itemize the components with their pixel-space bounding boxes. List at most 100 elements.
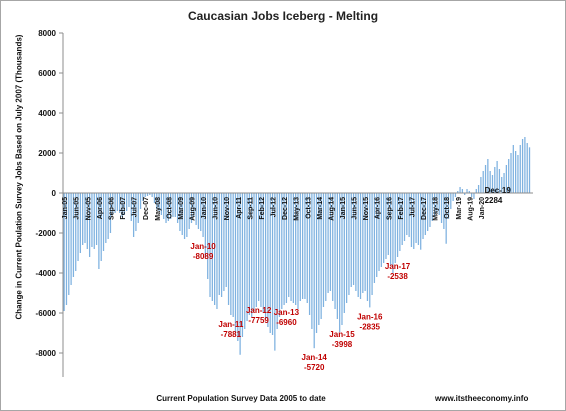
bar	[65, 193, 68, 305]
bar	[79, 193, 81, 253]
bar	[216, 193, 218, 309]
bar	[366, 193, 369, 301]
bar	[401, 193, 403, 245]
bar	[519, 145, 521, 193]
bar	[153, 193, 156, 203]
bar	[505, 165, 508, 193]
bar	[290, 193, 292, 301]
bar	[218, 193, 220, 295]
bar	[160, 193, 163, 215]
bar	[399, 193, 401, 251]
bar	[230, 193, 232, 315]
bar	[436, 193, 438, 213]
x-tick-label: Oct-13	[305, 197, 312, 219]
bar	[466, 189, 468, 193]
bar	[325, 193, 327, 301]
bar	[301, 193, 304, 299]
bar	[452, 193, 454, 201]
bar	[241, 193, 244, 337]
x-tick-label: Nov-10	[224, 197, 231, 220]
bar	[445, 193, 447, 244]
bar	[186, 193, 188, 237]
x-tick-label: Oct-18	[444, 197, 451, 219]
bar	[146, 193, 149, 196]
bar	[369, 193, 371, 308]
bar	[126, 193, 128, 211]
bar	[394, 193, 396, 263]
y-tick-label: 6000	[38, 69, 56, 78]
bar	[72, 193, 75, 277]
bar	[98, 193, 100, 269]
bar	[172, 193, 174, 217]
x-tick-label: Aug-09	[189, 197, 196, 221]
bar	[167, 193, 169, 221]
bar	[93, 193, 95, 249]
bar	[359, 193, 362, 299]
bar	[334, 193, 336, 309]
x-tick-label: Feb-17	[398, 197, 405, 220]
bar	[482, 171, 484, 193]
bar	[464, 193, 466, 195]
bar	[183, 193, 186, 239]
bar	[276, 193, 278, 329]
bar	[422, 193, 424, 239]
bar	[100, 193, 102, 261]
bar	[244, 193, 246, 329]
annotation-month: Jan-16	[357, 312, 383, 321]
bar	[498, 169, 501, 193]
x-tick-label: Oct-08	[166, 197, 173, 219]
bar	[387, 193, 389, 255]
bar	[320, 193, 322, 319]
bar	[142, 193, 144, 201]
bar	[508, 159, 510, 193]
bar	[137, 193, 139, 223]
bar	[348, 193, 350, 295]
bar	[362, 193, 364, 293]
annotation-value: -2538	[387, 272, 408, 281]
bar	[202, 193, 204, 237]
bar	[345, 193, 348, 303]
bar	[352, 193, 355, 285]
annotation-month: Jan-14	[302, 353, 328, 362]
bar	[297, 193, 299, 309]
bar	[112, 193, 114, 215]
bar	[480, 177, 482, 193]
bar	[214, 193, 216, 305]
bar	[109, 193, 112, 233]
bar	[105, 193, 107, 243]
annotation-value: -2835	[360, 322, 381, 331]
bar	[420, 193, 422, 250]
bar	[515, 151, 517, 193]
bar	[329, 193, 332, 291]
x-tick-label: Nov-05	[85, 197, 92, 220]
bar	[181, 193, 183, 235]
bar	[239, 193, 241, 355]
bar	[484, 165, 487, 193]
bar	[248, 193, 251, 315]
bar	[322, 193, 325, 307]
x-tick-label: Feb-07	[120, 197, 127, 220]
bar	[343, 193, 345, 313]
x-tick-label: Jun-05	[74, 197, 81, 220]
bar	[494, 167, 496, 193]
bar	[431, 193, 433, 221]
bar	[197, 193, 200, 229]
x-tick-label: Aug-14	[328, 197, 335, 221]
annotation-month: Dec-19	[485, 186, 512, 195]
bar	[491, 175, 494, 193]
bar	[264, 193, 267, 319]
y-tick-label: -4000	[36, 269, 57, 278]
bar	[355, 193, 357, 291]
bar	[188, 193, 190, 229]
bar	[255, 193, 257, 307]
bar	[510, 153, 512, 193]
x-tick-label: Jun-15	[352, 197, 359, 220]
bar	[119, 193, 121, 213]
bar	[443, 193, 445, 229]
bar	[246, 193, 248, 321]
x-tick-label: Apr-16	[375, 197, 382, 219]
annotation-value: -8089	[193, 252, 214, 261]
bar	[350, 193, 352, 287]
bar	[258, 193, 260, 301]
